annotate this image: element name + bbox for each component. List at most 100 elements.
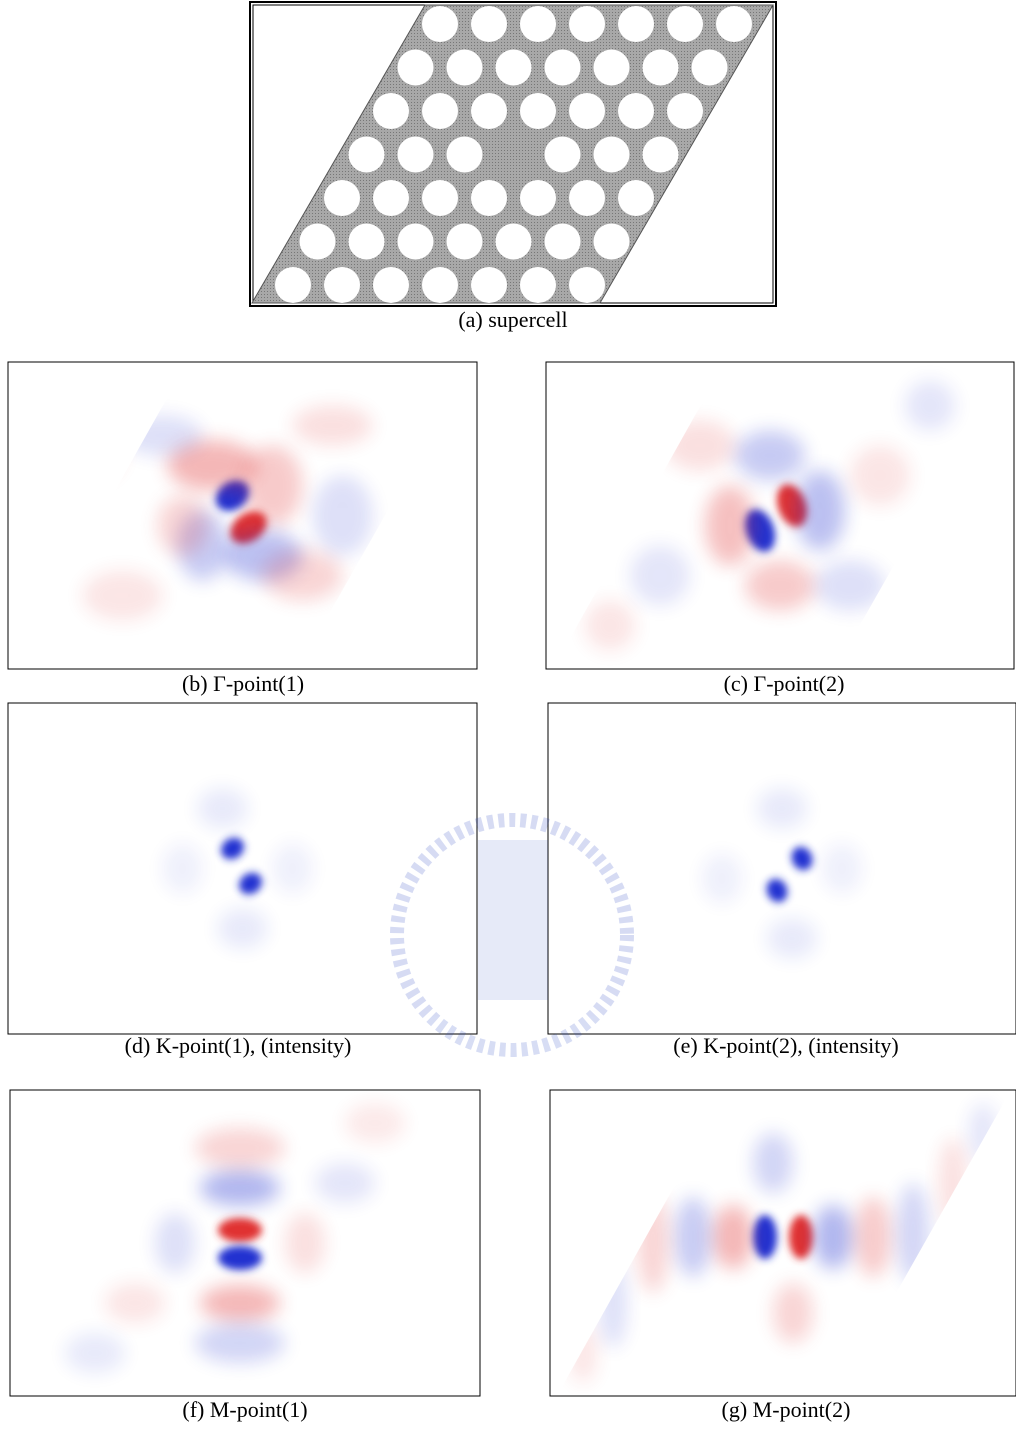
field-lobe xyxy=(745,561,815,611)
air-hole xyxy=(618,180,654,216)
field-lobe xyxy=(585,601,635,651)
air-hole xyxy=(349,224,385,260)
air-hole xyxy=(447,224,483,260)
field-lobe xyxy=(753,1133,793,1193)
air-hole xyxy=(545,50,581,86)
field-lobe xyxy=(630,546,690,606)
caption: (e) K-point(2), (intensity) xyxy=(673,1033,898,1058)
air-hole xyxy=(422,267,458,303)
air-hole xyxy=(373,267,409,303)
air-hole xyxy=(594,50,630,86)
field-lobe xyxy=(200,1170,280,1206)
air-hole xyxy=(373,180,409,216)
air-hole xyxy=(324,180,360,216)
air-hole xyxy=(520,267,556,303)
field-lobe xyxy=(198,789,248,829)
air-hole xyxy=(618,93,654,129)
air-hole xyxy=(716,6,752,42)
field-lobe xyxy=(293,406,373,446)
air-hole xyxy=(496,50,532,86)
air-hole xyxy=(471,267,507,303)
air-hole xyxy=(569,267,605,303)
air-hole xyxy=(471,93,507,129)
field-lobe xyxy=(753,1215,777,1259)
air-hole xyxy=(275,267,311,303)
air-hole xyxy=(398,224,434,260)
field-lobe xyxy=(345,1103,405,1143)
caption: (g) M-point(2) xyxy=(722,1397,851,1422)
watermark-shape xyxy=(478,840,548,1000)
air-hole xyxy=(545,137,581,173)
air-hole xyxy=(520,180,556,216)
field-panel xyxy=(8,362,477,669)
air-hole xyxy=(569,93,605,129)
field-lobe xyxy=(158,496,208,556)
field-lobe xyxy=(850,446,910,506)
air-hole xyxy=(569,180,605,216)
field-lobe xyxy=(218,1246,262,1270)
field-lobe xyxy=(315,1163,375,1203)
field-lobe xyxy=(855,1197,891,1277)
field-lobe xyxy=(285,1213,325,1273)
air-hole xyxy=(667,93,703,129)
field-lobe xyxy=(702,854,742,904)
field-lobe xyxy=(218,1218,262,1242)
supercell-panel xyxy=(250,2,776,306)
air-hole xyxy=(422,93,458,129)
field-lobe xyxy=(789,1215,813,1259)
field-lobe xyxy=(773,1283,813,1343)
field-lobe xyxy=(905,381,955,431)
field-lobe xyxy=(263,551,343,601)
field-lobe xyxy=(83,571,163,621)
caption: (a) supercell xyxy=(458,307,567,332)
field-lobe xyxy=(767,919,817,959)
air-hole xyxy=(447,137,483,173)
caption: (f) M-point(1) xyxy=(182,1397,307,1422)
air-hole xyxy=(300,224,336,260)
field-lobe xyxy=(163,844,203,894)
field-lobe xyxy=(705,486,755,566)
air-hole xyxy=(422,180,458,216)
caption: (d) K-point(1), (intensity) xyxy=(125,1033,352,1058)
air-hole xyxy=(692,50,728,86)
air-hole xyxy=(643,50,679,86)
field-lobe xyxy=(105,1283,165,1323)
caption: (c) Γ-point(2) xyxy=(724,671,845,696)
air-hole xyxy=(349,137,385,173)
air-hole xyxy=(594,137,630,173)
field-lobe xyxy=(713,1205,753,1269)
air-hole xyxy=(594,224,630,260)
air-hole xyxy=(398,50,434,86)
air-hole xyxy=(667,6,703,42)
field-lobe xyxy=(195,1323,285,1363)
field-panel xyxy=(10,1090,480,1396)
air-hole xyxy=(643,137,679,173)
caption: (b) Γ-point(1) xyxy=(182,671,304,696)
field-lobe xyxy=(822,844,862,894)
field-panel xyxy=(546,362,1014,669)
field-lobe xyxy=(155,1213,195,1273)
field-lobe xyxy=(195,1128,285,1168)
field-lobe xyxy=(735,431,805,481)
air-hole xyxy=(373,93,409,129)
field-lobe xyxy=(200,1285,280,1321)
field-lobe xyxy=(65,1333,125,1373)
air-hole xyxy=(471,180,507,216)
panel-frame xyxy=(550,1090,1016,1396)
field-lobe xyxy=(313,476,373,556)
field-lobe xyxy=(795,471,845,551)
field-lobe xyxy=(273,844,313,894)
air-hole xyxy=(618,6,654,42)
air-hole xyxy=(520,6,556,42)
air-hole xyxy=(422,6,458,42)
field-panel xyxy=(548,703,1016,1034)
air-hole xyxy=(471,6,507,42)
air-hole xyxy=(569,6,605,42)
air-hole xyxy=(496,224,532,260)
air-hole xyxy=(545,224,581,260)
field-lobe xyxy=(218,909,268,949)
field-lobe xyxy=(243,446,303,526)
field-lobe xyxy=(813,1205,853,1269)
field-panel xyxy=(550,1090,1016,1396)
field-lobe xyxy=(757,789,807,829)
